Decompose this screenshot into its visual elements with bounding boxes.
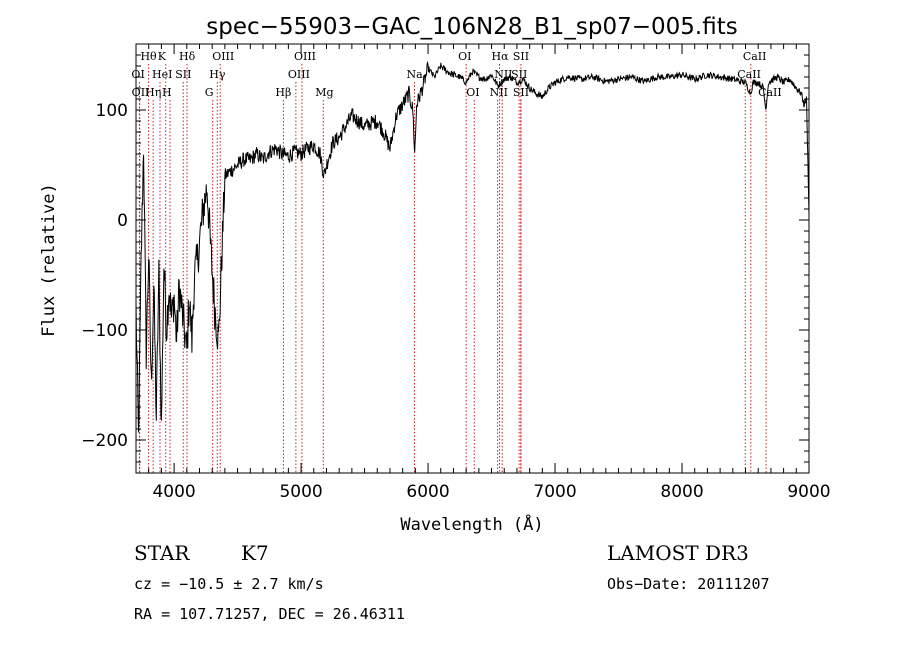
spectral-line-label: CaII [737, 68, 761, 81]
x-axis-label: Wavelength (Å) [400, 513, 543, 535]
y-tick-label: 0 [117, 211, 128, 231]
x-tick-label: 9000 [787, 482, 830, 502]
spectral-line-label: Hβ [275, 86, 291, 99]
spectral-line-label: Hγ [209, 68, 226, 81]
spectral-line-label: Hη [145, 86, 161, 99]
spectral-line-label: K [158, 50, 167, 63]
spectral-line-label: OIII [288, 68, 310, 81]
y-tick-label: −200 [81, 431, 128, 451]
y-axis-ticks: 100 0 −100 −200 [81, 54, 809, 463]
x-tick-label: 7000 [533, 482, 576, 502]
spectral-line-label: CaII [743, 50, 767, 63]
chart-title: spec−55903−GAC_106N28_B1_sp07−005.fits [206, 14, 737, 40]
spectral-line-label: NII [490, 86, 508, 99]
plot-frame [135, 43, 810, 474]
spectral-line-label: SII [175, 68, 191, 81]
spectral-line-label: Na [406, 68, 423, 81]
spectral-line-label: G [205, 86, 214, 99]
x-axis-ticks: 4000 5000 6000 7000 8000 9000 [135, 44, 831, 502]
x-tick-label: 8000 [660, 482, 703, 502]
spectral-line-label: SII [513, 86, 529, 99]
redshift-text: cz = −10.5 ± 2.7 km/s [134, 575, 324, 593]
x-tick-label: 4000 [152, 482, 195, 502]
spectral-line-label: Hα [492, 50, 510, 63]
spectral-line-label: OIII [294, 50, 316, 63]
survey-name: LAMOST DR3 [607, 541, 749, 565]
object-subclass: K7 [241, 541, 269, 565]
coordinates-text: RA = 107.71257, DEC = 26.46311 [134, 605, 405, 623]
spectral-line-label: HeI [152, 68, 172, 81]
spectral-line-label: OI [458, 50, 471, 63]
spectral-line-markers [138, 64, 767, 473]
spectral-line-label: Mg [315, 86, 333, 99]
flux-series-line [135, 60, 810, 433]
spectral-line-label: Hδ [179, 50, 196, 63]
spectral-line-label: H [162, 86, 172, 99]
x-tick-label: 6000 [406, 482, 449, 502]
spectral-line-label: OI [131, 68, 144, 81]
spectral-line-label: OIII [212, 50, 234, 63]
y-axis-label: Flux (relative) [39, 183, 59, 337]
y-tick-label: −100 [81, 321, 128, 341]
x-tick-label: 5000 [279, 482, 322, 502]
spectral-line-label: SII [511, 68, 527, 81]
spectral-line-label: OI [466, 86, 479, 99]
obs-date-text: Obs−Date: 20111207 [607, 575, 770, 593]
spectral-line-label: Hθ [140, 50, 157, 63]
object-class: STAR [134, 541, 190, 565]
y-tick-label: 100 [96, 101, 128, 121]
spectral-line-label: SII [513, 50, 529, 63]
